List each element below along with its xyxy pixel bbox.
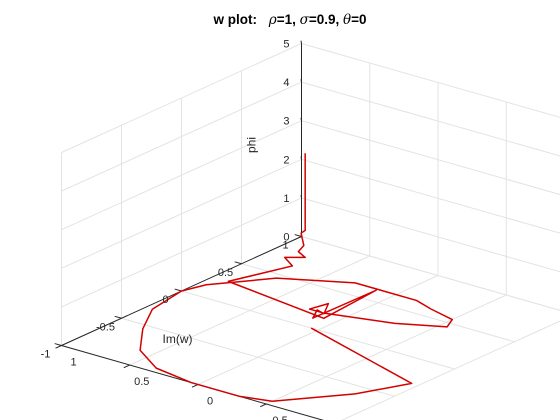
wall-grid-line (301, 236, 560, 311)
x-tick-mark (55, 345, 62, 349)
y-tick-mark (54, 343, 62, 346)
wall-grid-line (301, 120, 560, 196)
x-tick-label: -0.5 (269, 415, 288, 420)
y-tick-label: -0.5 (96, 321, 115, 333)
z-tick-label: 3 (283, 116, 289, 128)
title-sigma-value: =0.9, (309, 12, 343, 27)
y-tick-mark (294, 234, 302, 237)
wall-grid-line (61, 43, 302, 153)
z-tick-label: 4 (283, 77, 289, 89)
z-tick-label: 5 (283, 39, 289, 51)
title-theta-value: =0 (351, 12, 366, 27)
wall-grid-line (61, 120, 302, 231)
floor-grid-line (61, 345, 325, 420)
z-tick-label: 1 (283, 193, 289, 205)
y-axis-label: Im(w) (163, 332, 193, 346)
y-tick-label: 0 (162, 294, 168, 306)
title-rho-symbol: ρ (268, 12, 277, 28)
y-tick-label: 1 (282, 240, 288, 252)
y-tick-mark (114, 315, 122, 319)
floor-grid-line (121, 317, 395, 397)
floor-grid-line (301, 236, 560, 311)
y-tick-mark (174, 288, 182, 292)
floor-grid-line (181, 290, 455, 370)
x-axis-line (61, 345, 325, 420)
wall-grid-line (61, 81, 302, 192)
chart-title: w plot: ρ=1, σ=0.9, θ=0 (212, 12, 366, 28)
title-prefix: w plot: (212, 12, 257, 27)
wall-grid-line (301, 81, 560, 157)
floor-grid-line (241, 263, 515, 343)
z-tick-label: 2 (283, 154, 289, 166)
z-tick-label: 0 (283, 232, 289, 244)
wall-grid-line (301, 43, 560, 118)
y-tick-label: 0.5 (218, 267, 233, 279)
wall-grid-line (301, 197, 560, 273)
grid-layer (61, 43, 560, 420)
data-curve (139, 153, 453, 403)
axes-layer (54, 40, 325, 420)
x-tick-mark (260, 403, 267, 408)
z-axis-label: phi (245, 137, 259, 153)
x-tick-label: 1 (70, 357, 76, 369)
title-theta-symbol: θ (343, 12, 351, 28)
wall-grid-line (61, 197, 302, 308)
x-tick-mark (123, 364, 130, 369)
y-tick-mark (234, 261, 242, 265)
labels-layer: -1-0.500.51-1-0.500.51012345Re(w)Im(w)ph… (41, 39, 290, 420)
wall-grid-line (301, 158, 560, 234)
wall-grid-line (61, 158, 302, 269)
title-sigma-symbol: σ (300, 12, 310, 28)
y-tick-label: -1 (41, 349, 51, 361)
x-tick-label: 0.5 (134, 376, 149, 388)
title-rho-value: =1, (277, 12, 300, 27)
data-layer (139, 153, 453, 403)
x-tick-label: 0 (207, 396, 213, 408)
